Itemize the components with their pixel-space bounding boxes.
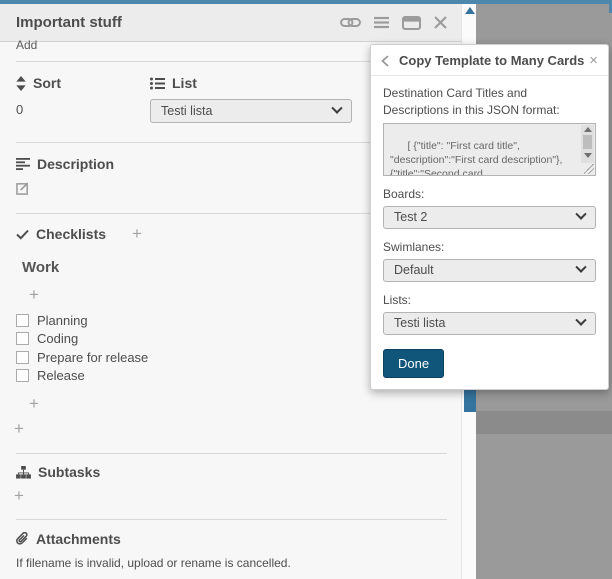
subtasks-section-heading: Subtasks	[0, 464, 461, 480]
attachments-section-heading: Attachments	[0, 531, 461, 547]
chevron-down-icon	[575, 208, 587, 220]
divider	[16, 213, 447, 214]
popup-title: Copy Template to Many Cards	[399, 53, 585, 68]
chevron-down-icon	[575, 261, 587, 273]
checklist-title[interactable]: Work	[22, 259, 60, 276]
chevron-down-icon	[331, 102, 343, 114]
checkbox[interactable]	[16, 369, 29, 383]
lists-label: Lists:	[383, 292, 412, 307]
boards-select[interactable]: Test 2	[383, 205, 596, 229]
checklists-section-heading: Checklists	[16, 226, 106, 242]
card-header: Important stuff	[0, 4, 461, 42]
checkbox[interactable]	[16, 332, 29, 346]
top-right-accent	[609, 0, 612, 13]
checklist-item: Prepare for release	[16, 348, 461, 367]
link-icon[interactable]	[340, 16, 361, 29]
add-checklist-item-button-top[interactable]: +	[29, 285, 39, 304]
vertical-scrollbar-thumb[interactable]	[464, 389, 476, 412]
description-icon	[16, 158, 30, 170]
textarea-scrollbar[interactable]	[581, 124, 594, 163]
checklist-item: Release	[16, 367, 461, 386]
scroll-up-icon[interactable]	[584, 126, 592, 132]
attachment-icon	[16, 532, 28, 545]
divider	[16, 142, 447, 143]
add-subtask-button[interactable]: +	[14, 486, 24, 505]
description-section-heading: Description	[0, 156, 461, 172]
popup-header: Copy Template to Many Cards ×	[371, 45, 608, 76]
edit-icon[interactable]	[16, 181, 30, 200]
checklist-item: Coding	[16, 330, 461, 349]
lists-select[interactable]: Testi lista	[383, 311, 596, 335]
sort-value[interactable]: 0	[16, 102, 24, 117]
popup-close-icon[interactable]: ×	[589, 51, 598, 69]
add-checklist-item-button-bottom[interactable]: +	[29, 394, 39, 413]
scroll-up-arrow-icon[interactable]	[465, 7, 475, 14]
add-another-checklist-button[interactable]: +	[14, 419, 24, 438]
close-icon[interactable]	[434, 16, 447, 29]
textarea-scroll-thumb[interactable]	[583, 134, 592, 149]
board-darker-band	[476, 411, 612, 434]
checklist-item: Planning	[16, 311, 461, 330]
boards-label: Boards:	[383, 186, 425, 201]
top-accent-strip	[0, 0, 612, 4]
chevron-down-icon	[575, 314, 587, 326]
list-select[interactable]: Testi lista	[150, 99, 352, 123]
divider	[16, 61, 447, 62]
swimlanes-select[interactable]: Default	[383, 258, 596, 282]
json-format-label: Destination Card Titles and Descriptions…	[383, 86, 560, 117]
divider	[16, 453, 447, 454]
checkbox[interactable]	[16, 350, 29, 364]
scroll-down-icon[interactable]	[584, 152, 592, 158]
back-chevron-icon[interactable]	[381, 54, 389, 67]
maximize-icon[interactable]	[402, 15, 421, 30]
add-label[interactable]: Add	[16, 38, 38, 52]
list-section-heading: List	[150, 75, 352, 91]
subtasks-icon	[16, 465, 31, 479]
divider	[16, 519, 447, 520]
card-title: Important stuff	[16, 14, 122, 31]
swimlanes-label: Swimlanes:	[383, 239, 445, 254]
hamburger-menu-icon[interactable]	[374, 16, 389, 29]
list-icon	[150, 77, 165, 89]
checklist-items: Planning Coding Prepare for release Rele…	[16, 311, 461, 385]
copy-template-popup: Copy Template to Many Cards × Destinatio…	[370, 44, 609, 390]
sort-section-heading: Sort	[16, 75, 150, 91]
check-icon	[16, 229, 29, 240]
done-button[interactable]: Done	[383, 348, 445, 378]
add-checklist-button[interactable]: +	[132, 224, 142, 243]
sort-icon	[16, 75, 26, 91]
resize-grip-icon[interactable]	[584, 163, 594, 174]
json-textarea[interactable]: [ {"title": "First card title", "descrip…	[383, 122, 596, 176]
attachments-hint: If filename is invalid, upload or rename…	[16, 556, 291, 570]
checkbox[interactable]	[16, 313, 29, 327]
